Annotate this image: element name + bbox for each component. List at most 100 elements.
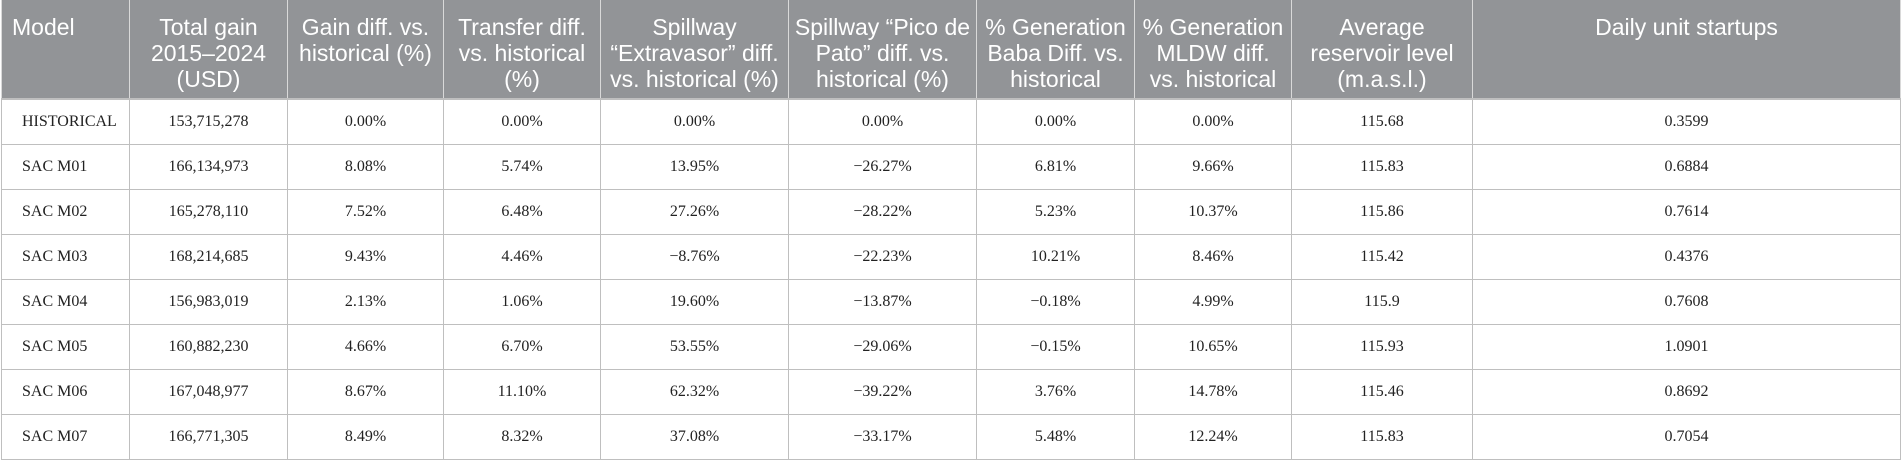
cell-generation-mldw: 10.65%: [1134, 324, 1292, 370]
cell-total-gain: 168,214,685: [129, 234, 288, 280]
cell-generation-baba: 5.23%: [976, 189, 1135, 235]
cell-reservoir-level: 115.93: [1291, 324, 1473, 370]
header-cell-spillway-pico-de-pato: Spillway “Pico de Pato” diff. vs. histor…: [788, 0, 977, 99]
cell-generation-mldw: 9.66%: [1134, 144, 1292, 190]
cell-daily-startups: 0.6884: [1472, 144, 1901, 190]
cell-spillway-extravasor: 19.60%: [600, 279, 789, 325]
header-cell-daily-startups: Daily unit startups: [1472, 0, 1901, 99]
cell-generation-baba: 5.48%: [976, 414, 1135, 460]
cell-total-gain: 156,983,019: [129, 279, 288, 325]
cell-reservoir-level: 115.68: [1291, 98, 1473, 145]
cell-model: SAC M01: [1, 144, 130, 190]
table-row: SAC M04 156,983,019 2.13% 1.06% 19.60% −13.87…: [1, 279, 1901, 325]
cell-total-gain: 153,715,278: [129, 98, 288, 145]
cell-model: SAC M07: [1, 414, 130, 460]
cell-spillway-pico-de-pato: −13.87%: [788, 279, 977, 325]
cell-daily-startups: 0.7054: [1472, 414, 1901, 460]
cell-gain-diff: 9.43%: [287, 234, 444, 280]
cell-generation-mldw: 0.00%: [1134, 98, 1292, 145]
cell-spillway-pico-de-pato: −39.22%: [788, 369, 977, 415]
header-cell-generation-mldw: % Generation MLDW diff. vs. historical: [1134, 0, 1292, 99]
cell-generation-baba: 3.76%: [976, 369, 1135, 415]
cell-transfer-diff: 0.00%: [443, 98, 601, 145]
header-cell-reservoir-level: Average reservoir level (m.a.s.l.): [1291, 0, 1473, 99]
cell-daily-startups: 0.4376: [1472, 234, 1901, 280]
cell-spillway-pico-de-pato: −26.27%: [788, 144, 977, 190]
cell-model: SAC M03: [1, 234, 130, 280]
cell-reservoir-level: 115.83: [1291, 144, 1473, 190]
table-row: SAC M06 167,048,977 8.67% 11.10% 62.32% −39.2…: [1, 369, 1901, 415]
cell-spillway-pico-de-pato: −28.22%: [788, 189, 977, 235]
cell-gain-diff: 8.49%: [287, 414, 444, 460]
cell-gain-diff: 7.52%: [287, 189, 444, 235]
cell-spillway-extravasor: −8.76%: [600, 234, 789, 280]
cell-gain-diff: 2.13%: [287, 279, 444, 325]
cell-daily-startups: 0.8692: [1472, 369, 1901, 415]
cell-generation-baba: 6.81%: [976, 144, 1135, 190]
cell-transfer-diff: 11.10%: [443, 369, 601, 415]
table-row: SAC M05 160,882,230 4.66% 6.70% 53.55% −29.06…: [1, 324, 1901, 370]
cell-total-gain: 166,771,305: [129, 414, 288, 460]
cell-daily-startups: 0.3599: [1472, 98, 1901, 145]
cell-transfer-diff: 8.32%: [443, 414, 601, 460]
cell-reservoir-level: 115.9: [1291, 279, 1473, 325]
cell-gain-diff: 8.67%: [287, 369, 444, 415]
table-row: SAC M02 165,278,110 7.52% 6.48% 27.26% −28.22…: [1, 189, 1901, 235]
cell-generation-mldw: 14.78%: [1134, 369, 1292, 415]
cell-total-gain: 166,134,973: [129, 144, 288, 190]
table-header: Model Total gain 2015–2024 (USD) Gain di…: [1, 0, 1901, 99]
cell-spillway-extravasor: 53.55%: [600, 324, 789, 370]
cell-spillway-pico-de-pato: −22.23%: [788, 234, 977, 280]
header-cell-total-gain: Total gain 2015–2024 (USD): [129, 0, 288, 99]
cell-spillway-extravasor: 62.32%: [600, 369, 789, 415]
cell-generation-mldw: 8.46%: [1134, 234, 1292, 280]
table-row: SAC M03 168,214,685 9.43% 4.46% −8.76% −22.23…: [1, 234, 1901, 280]
cell-total-gain: 160,882,230: [129, 324, 288, 370]
cell-generation-mldw: 4.99%: [1134, 279, 1292, 325]
cell-generation-baba: 0.00%: [976, 98, 1135, 145]
cell-transfer-diff: 1.06%: [443, 279, 601, 325]
header-cell-gain-diff: Gain diff. vs. historical (%): [287, 0, 444, 99]
cell-gain-diff: 4.66%: [287, 324, 444, 370]
cell-generation-baba: 10.21%: [976, 234, 1135, 280]
cell-spillway-pico-de-pato: −29.06%: [788, 324, 977, 370]
cell-daily-startups: 0.7608: [1472, 279, 1901, 325]
cell-transfer-diff: 6.48%: [443, 189, 601, 235]
header-row: Model Total gain 2015–2024 (USD) Gain di…: [1, 0, 1901, 99]
table-row: HISTORICAL 153,715,278 0.00% 0.00% 0.00% 0.00…: [1, 98, 1901, 145]
cell-reservoir-level: 115.42: [1291, 234, 1473, 280]
cell-gain-diff: 0.00%: [287, 98, 444, 145]
cell-reservoir-level: 115.46: [1291, 369, 1473, 415]
cell-model: SAC M05: [1, 324, 130, 370]
cell-transfer-diff: 6.70%: [443, 324, 601, 370]
cell-generation-mldw: 10.37%: [1134, 189, 1292, 235]
cell-reservoir-level: 115.83: [1291, 414, 1473, 460]
cell-model: SAC M02: [1, 189, 130, 235]
cell-total-gain: 165,278,110: [129, 189, 288, 235]
header-cell-spillway-extravasor: Spillway “Extravasor” diff. vs. historic…: [600, 0, 789, 99]
cell-gain-diff: 8.08%: [287, 144, 444, 190]
cell-transfer-diff: 5.74%: [443, 144, 601, 190]
cell-daily-startups: 0.7614: [1472, 189, 1901, 235]
header-cell-transfer-diff: Transfer diff. vs. historical (%): [443, 0, 601, 99]
cell-model: HISTORICAL: [1, 98, 130, 145]
cell-spillway-extravasor: 0.00%: [600, 98, 789, 145]
cell-reservoir-level: 115.86: [1291, 189, 1473, 235]
cell-spillway-extravasor: 27.26%: [600, 189, 789, 235]
cell-model: SAC M04: [1, 279, 130, 325]
cell-generation-mldw: 12.24%: [1134, 414, 1292, 460]
cell-transfer-diff: 4.46%: [443, 234, 601, 280]
table-row: SAC M01 166,134,973 8.08% 5.74% 13.95% −26.27…: [1, 144, 1901, 190]
cell-model: SAC M06: [1, 369, 130, 415]
cell-daily-startups: 1.0901: [1472, 324, 1901, 370]
table-body: HISTORICAL 153,715,278 0.00% 0.00% 0.00% 0.00…: [1, 98, 1901, 460]
cell-spillway-pico-de-pato: 0.00%: [788, 98, 977, 145]
header-cell-generation-baba: % Generation Baba Diff. vs. historical: [976, 0, 1135, 99]
cell-spillway-extravasor: 13.95%: [600, 144, 789, 190]
header-cell-model: Model: [1, 0, 130, 99]
cell-generation-baba: −0.15%: [976, 324, 1135, 370]
cell-total-gain: 167,048,977: [129, 369, 288, 415]
cell-generation-baba: −0.18%: [976, 279, 1135, 325]
